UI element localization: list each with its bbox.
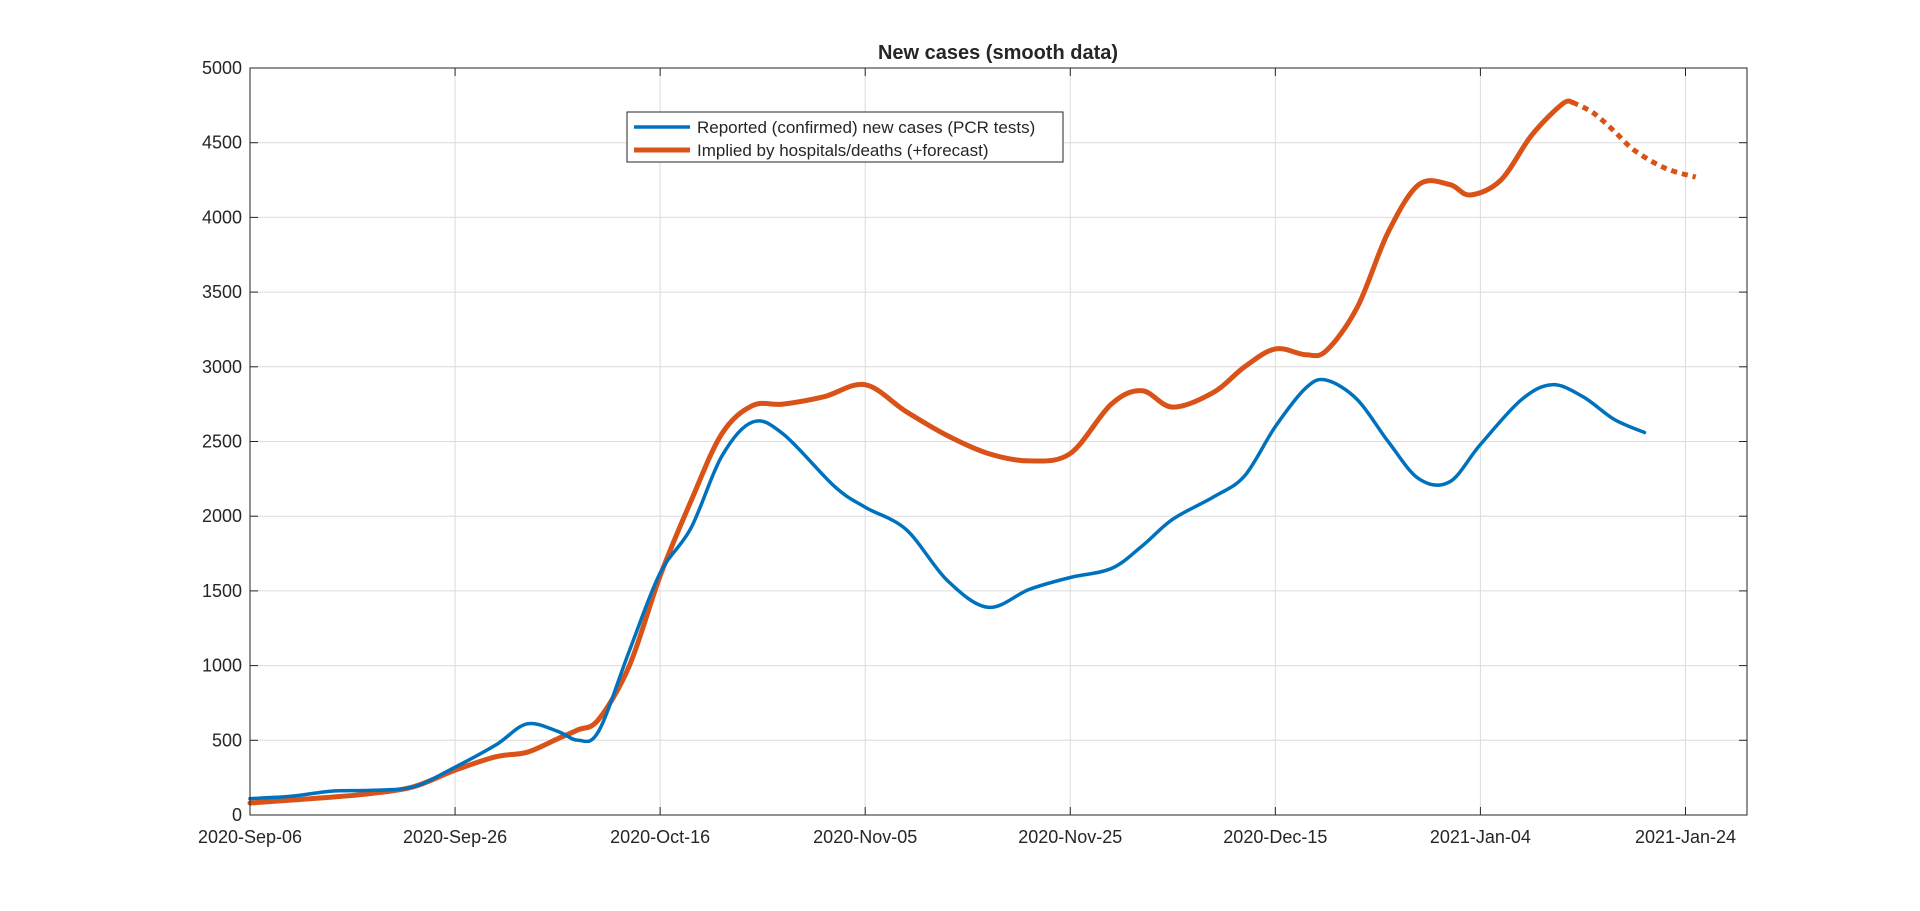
axis-ticks: 0 500 1000 1500 2000 2500 3000 3500 4000 4500 5000… <box>198 58 1747 847</box>
x-tick-label: 2020-Oct-16 <box>610 827 710 847</box>
y-tick-label: 2500 <box>202 432 242 452</box>
y-tick-label: 3000 <box>202 357 242 377</box>
series-implied-line <box>247 98 1576 806</box>
chart-title: New cases (smooth data) <box>878 42 1118 64</box>
legend-label-implied: Implied by hospitals/deaths (+forecast) <box>697 141 989 160</box>
y-tick-label: 2000 <box>202 506 242 526</box>
y-tick-label: 3500 <box>202 282 242 302</box>
x-tick-label: 2020-Dec-15 <box>1223 827 1327 847</box>
x-tick-label: 2021-Jan-04 <box>1430 827 1531 847</box>
x-tick-label: 2020-Sep-06 <box>198 827 302 847</box>
x-tick-label: 2020-Sep-26 <box>403 827 507 847</box>
y-tick-label: 1000 <box>202 656 242 676</box>
x-tick-label: 2020-Nov-05 <box>813 827 917 847</box>
legend: Reported (confirmed) new cases (PCR test… <box>626 111 1064 163</box>
x-tick-label: 2021-Jan-24 <box>1635 827 1736 847</box>
series-reported-line <box>248 377 1647 801</box>
y-tick-label: 500 <box>212 730 242 750</box>
y-tick-label: 5000 <box>202 58 242 78</box>
y-tick-label: 4500 <box>202 133 242 153</box>
y-tick-label: 0 <box>232 805 242 825</box>
y-tick-label: 4000 <box>202 207 242 227</box>
x-tick-label: 2020-Nov-25 <box>1018 827 1122 847</box>
series-lines <box>247 98 1697 806</box>
y-tick-label: 1500 <box>202 581 242 601</box>
legend-box <box>626 111 1064 163</box>
legend-label-reported: Reported (confirmed) new cases (PCR test… <box>697 118 1035 137</box>
